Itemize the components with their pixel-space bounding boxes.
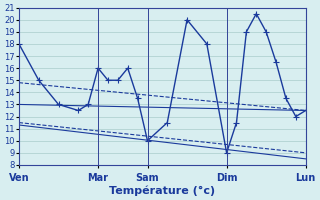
- X-axis label: Température (°c): Température (°c): [109, 185, 215, 196]
